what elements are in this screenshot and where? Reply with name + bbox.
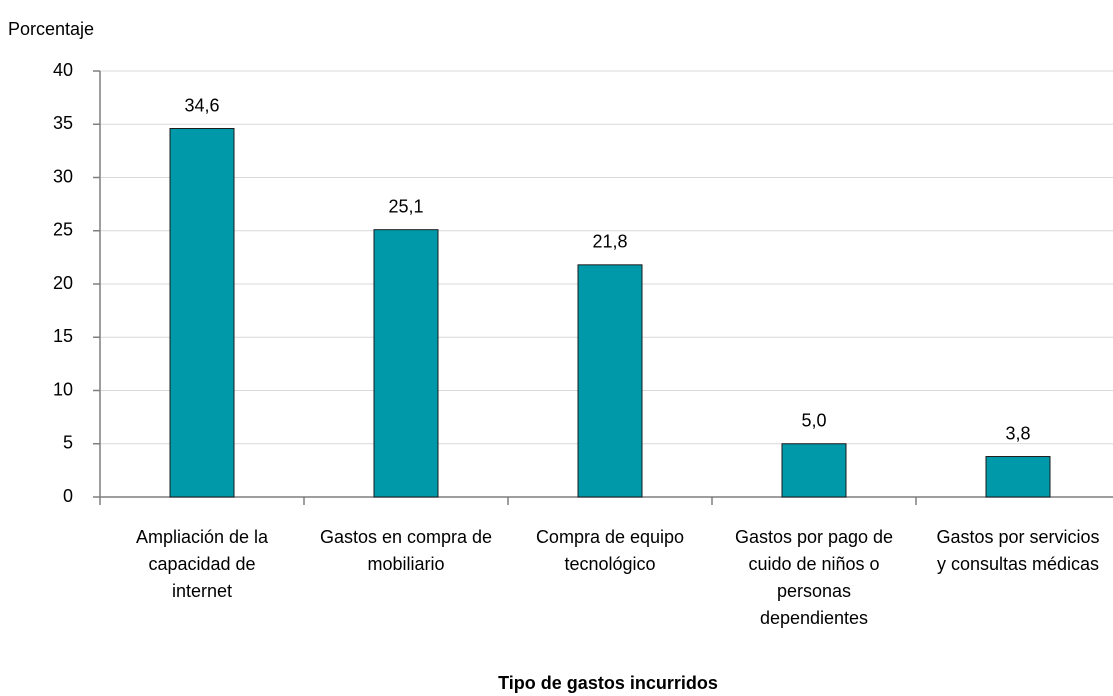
value-label: 21,8	[592, 232, 627, 252]
value-label: 5,0	[801, 411, 826, 431]
x-tick-label-line: Compra de equipo	[536, 527, 684, 547]
x-tick-label-line: mobiliario	[367, 554, 444, 574]
x-tick-label: Gastos por pago de cuido de niños o person…	[735, 527, 893, 628]
x-tick-label: Gastos en compra de mobiliario	[320, 527, 492, 574]
y-tick-label: 40	[53, 60, 73, 80]
x-tick-label: Compra de equipo tecnológico	[536, 527, 684, 574]
y-tick-label: 35	[53, 113, 73, 133]
y-axis-title: Porcentaje	[8, 19, 94, 39]
x-tick-label-line: Ampliación de la	[136, 527, 269, 547]
bar	[169, 128, 235, 498]
y-tick-label: 20	[53, 273, 73, 293]
y-tick-label: 10	[53, 379, 73, 399]
value-label: 25,1	[388, 196, 423, 216]
y-tick-label: 30	[53, 166, 73, 186]
x-tick-label-line: personas	[777, 581, 851, 601]
x-tick-label-line: internet	[172, 581, 232, 601]
bar	[985, 456, 1051, 498]
x-axis-title: Tipo de gastos incurridos	[498, 673, 718, 693]
x-tick-label-line: cuido de niños o	[748, 554, 879, 574]
x-tick-label-line: capacidad de	[148, 554, 255, 574]
x-tick-label-line: y consultas médicas	[937, 554, 1099, 574]
y-tick-label: 5	[63, 433, 73, 453]
y-tick-label: 15	[53, 326, 73, 346]
bar	[781, 443, 847, 498]
x-tick-label-line: dependientes	[760, 608, 868, 628]
value-label: 3,8	[1005, 423, 1030, 443]
bar	[373, 229, 439, 498]
y-tick-label: 0	[63, 486, 73, 506]
value-label: 34,6	[184, 95, 219, 115]
x-tick-label-line: Gastos por servicios	[936, 527, 1099, 547]
y-tick-label: 25	[53, 220, 73, 240]
x-tick-label: Gastos por servicios y consultas médicas	[936, 527, 1099, 574]
x-tick-label: Ampliación de la capacidad de internet	[136, 527, 269, 601]
x-tick-label-line: tecnológico	[564, 554, 655, 574]
x-tick-label-line: Gastos por pago de	[735, 527, 893, 547]
x-tick-label-line: Gastos en compra de	[320, 527, 492, 547]
bar	[577, 264, 643, 498]
